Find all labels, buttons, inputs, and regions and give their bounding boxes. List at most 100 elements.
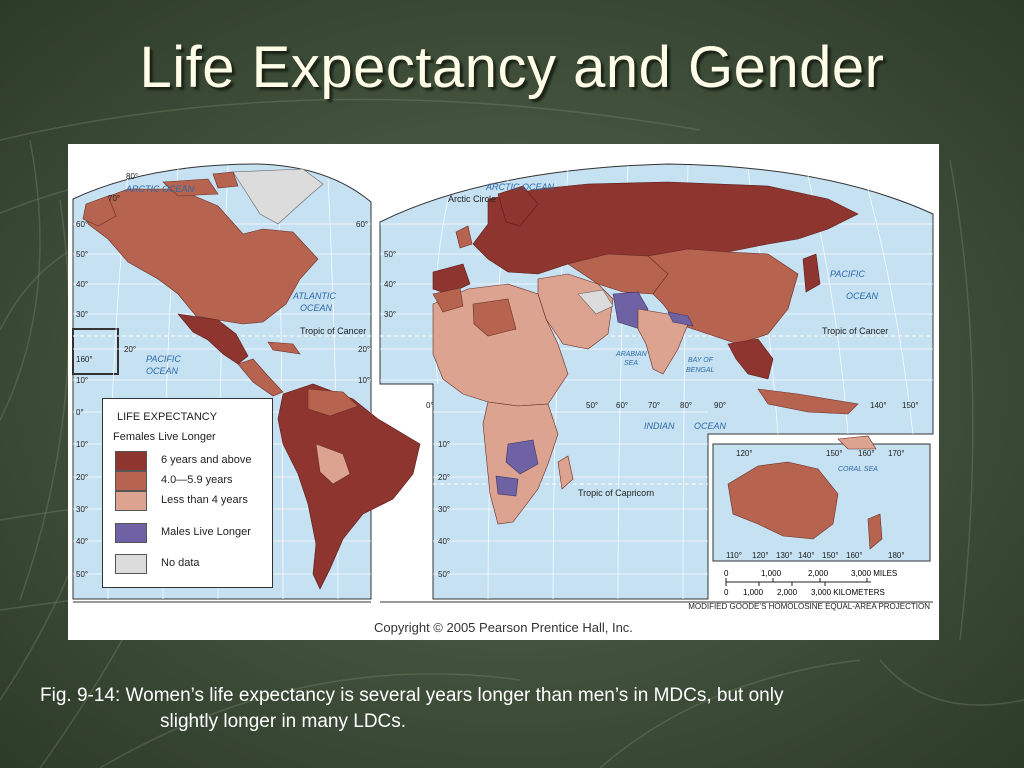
aus-lon-bottom: 150° bbox=[822, 551, 839, 560]
lon-label: 80° bbox=[680, 401, 692, 410]
scale-mile-0: 0 bbox=[724, 569, 729, 578]
scale-mile-1000: 1,000 bbox=[761, 569, 782, 578]
caption-line-1: Fig. 9-14: Women’s life expectancy is se… bbox=[40, 685, 784, 706]
scale-km-0: 0 bbox=[724, 588, 729, 596]
lat-label-mid: 40° bbox=[384, 280, 396, 289]
southeast-asia bbox=[727, 338, 774, 380]
label-atlantic-1: ATLANTIC bbox=[292, 291, 336, 301]
legend-label: No data bbox=[161, 557, 200, 569]
legend-label: Males Live Longer bbox=[161, 526, 251, 538]
figure-caption: Fig. 9-14: Women’s life expectancy is se… bbox=[40, 683, 980, 735]
lat-label-mid: 20° bbox=[358, 345, 370, 354]
north-america bbox=[87, 188, 319, 325]
label-arabian-2: SEA bbox=[624, 360, 638, 367]
aus-lon-top: 120° bbox=[736, 449, 753, 458]
legend-swatch bbox=[115, 491, 147, 511]
label-pacific-right-1: PACIFIC bbox=[830, 269, 865, 279]
aus-lon-top: 160° bbox=[858, 449, 875, 458]
label-pacific-right-2: OCEAN bbox=[846, 291, 879, 301]
misc-label: 160° bbox=[76, 355, 93, 364]
legend-item: Less than 4 years bbox=[115, 491, 270, 511]
aus-lon-bottom: 110° bbox=[726, 551, 742, 560]
lon-label: 90° bbox=[714, 401, 726, 410]
japan bbox=[802, 253, 821, 293]
label-pacific-left-2: OCEAN bbox=[146, 366, 179, 376]
lat-label: 70° bbox=[108, 194, 120, 203]
legend-item: No data bbox=[115, 554, 270, 574]
label-pacific-left-1: PACIFIC bbox=[146, 354, 181, 364]
lat-label-mid: 0° bbox=[426, 401, 434, 410]
lat-label: 50° bbox=[76, 570, 88, 579]
label-arctic-circle: Arctic Circle bbox=[448, 194, 496, 204]
scandinavia bbox=[497, 185, 539, 227]
aus-lon-top: 150° bbox=[826, 449, 843, 458]
legend-label: 6 years and above bbox=[161, 454, 252, 466]
label-tropic-capricorn: Tropic of Capricorn bbox=[578, 488, 654, 498]
lon-label: 150° bbox=[902, 401, 919, 410]
lat-label-mid: 10° bbox=[438, 440, 450, 449]
central-america bbox=[237, 358, 284, 397]
aus-lon-bottom: 130° bbox=[776, 551, 793, 560]
caribbean bbox=[267, 341, 301, 355]
north-africa bbox=[432, 283, 569, 407]
iran-noData bbox=[577, 289, 614, 315]
scale-mile-2000: 2,000 bbox=[808, 569, 829, 578]
aus-lon-bottom: 140° bbox=[798, 551, 815, 560]
lat-label-mid: 20° bbox=[438, 473, 450, 482]
label-arabian-1: ARABIAN bbox=[615, 351, 648, 358]
south-africa-males bbox=[495, 475, 519, 497]
label-arctic-ocean-right: ARCTIC OCEAN bbox=[485, 182, 555, 192]
lat-label-mid: 30° bbox=[384, 310, 396, 319]
alaska bbox=[82, 195, 117, 227]
nepal-bangladesh bbox=[667, 311, 694, 327]
lat-label-mid: 60° bbox=[356, 220, 368, 229]
legend-swatch bbox=[115, 523, 147, 543]
label-arctic-ocean-left: ARCTIC OCEAN bbox=[125, 184, 195, 194]
lon-label: 60° bbox=[616, 401, 628, 410]
label-tropic-cancer-left: Tropic of Cancer bbox=[300, 326, 366, 336]
legend-title: LIFE EXPECTANCY bbox=[117, 411, 218, 423]
aus-lon-top: 170° bbox=[888, 449, 905, 458]
libya-egypt bbox=[472, 298, 517, 337]
label-bengal-2: BENGAL bbox=[686, 367, 715, 374]
legend-label: Less than 4 years bbox=[161, 494, 248, 506]
zambia-zimbabwe bbox=[505, 439, 539, 475]
greenland bbox=[232, 168, 324, 225]
scale-km-3000: 3,000 KILOMETERS bbox=[811, 588, 885, 596]
lat-label: 30° bbox=[76, 505, 88, 514]
lat-label: 40° bbox=[76, 280, 88, 289]
lat-label-mid: 40° bbox=[438, 537, 450, 546]
lat-label: 10° bbox=[76, 376, 88, 385]
legend-item: 6 years and above bbox=[115, 451, 270, 471]
lat-label-mid: 50° bbox=[438, 570, 450, 579]
scale-km-2000: 2,000 bbox=[777, 588, 798, 596]
legend-subtitle: Females Live Longer bbox=[113, 431, 216, 443]
lat-label-mid: 10° bbox=[358, 376, 370, 385]
lon-label: 140° bbox=[870, 401, 887, 410]
madagascar bbox=[557, 455, 574, 490]
lat-label: 50° bbox=[76, 250, 88, 259]
slide-title: Life Expectancy and Gender bbox=[139, 35, 885, 100]
bolivia-peru bbox=[315, 443, 351, 485]
lat-label: 30° bbox=[76, 310, 88, 319]
australia bbox=[727, 461, 839, 540]
map-figure: ARCTIC OCEAN ARCTIC OCEAN ATLANTIC OCEAN… bbox=[68, 144, 939, 640]
lat-label: 20° bbox=[124, 345, 136, 354]
aus-lon-bottom: 180° bbox=[888, 551, 905, 560]
world-map: ARCTIC OCEAN ARCTIC OCEAN ATLANTIC OCEAN… bbox=[72, 163, 934, 611]
lat-label-mid: 30° bbox=[438, 505, 450, 514]
lat-label: 60° bbox=[76, 220, 88, 229]
aus-lon-bottom: 160° bbox=[846, 551, 863, 560]
scale-bar-graphic: 0 1,000 2,000 3,000 MILES 0 1,000 2,000 … bbox=[724, 569, 897, 596]
label-ocean-indian: OCEAN bbox=[694, 421, 727, 431]
legend-swatch bbox=[115, 471, 147, 491]
legend-swatch bbox=[115, 451, 147, 471]
ocean-lobe-pacific-inset bbox=[72, 328, 119, 375]
indonesia bbox=[757, 388, 859, 415]
caption-line-2: slightly longer in many LDCs. bbox=[160, 711, 407, 732]
label-bengal-1: BAY OF bbox=[688, 357, 714, 364]
label-coral-sea: CORAL SEA bbox=[838, 466, 878, 473]
lat-label-mid: 50° bbox=[384, 250, 396, 259]
copyright: Copyright © 2005 Pearson Prentice Hall, … bbox=[374, 620, 633, 635]
south-america bbox=[277, 383, 421, 590]
